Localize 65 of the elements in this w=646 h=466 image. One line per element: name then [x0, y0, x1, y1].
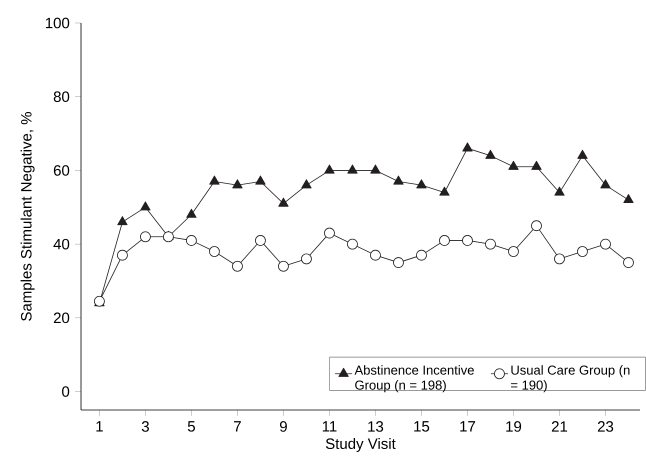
point: [439, 186, 450, 196]
x-tick-label: 3: [142, 421, 149, 432]
point: [301, 179, 312, 188]
point: [324, 164, 335, 174]
x-tick-label: 17: [460, 421, 476, 432]
point: [577, 246, 588, 257]
point: [531, 220, 542, 232]
x-tick-label: 5: [188, 421, 195, 432]
x-tick-label: 7: [234, 421, 241, 432]
y-tick-label: 100: [46, 18, 70, 28]
x-tick-label: 13: [368, 421, 384, 432]
point: [370, 164, 381, 174]
point: [531, 160, 542, 170]
point: [278, 198, 289, 207]
point: [508, 160, 519, 170]
point: [117, 250, 128, 261]
point: [347, 238, 358, 250]
point: [186, 208, 197, 218]
point: [393, 176, 404, 185]
point: [600, 238, 611, 250]
x-tick-label: 21: [552, 421, 568, 432]
y-tick-label: 40: [53, 238, 70, 250]
x-tick-label: 19: [506, 421, 522, 432]
point: [416, 250, 427, 261]
point: [508, 246, 519, 257]
point: [255, 176, 266, 185]
point: [393, 257, 404, 268]
x-tick-label: 15: [414, 421, 430, 432]
point: [324, 228, 335, 238]
point: [278, 260, 289, 272]
y-axis-title: Samples Stimulant Negative, %: [20, 112, 35, 321]
point: [301, 253, 312, 264]
x-tick-label: 1: [96, 421, 103, 432]
x-tick-label: 9: [280, 421, 287, 432]
point: [462, 142, 473, 152]
point: [209, 246, 220, 257]
point: [232, 260, 243, 272]
point: [462, 235, 473, 246]
point: [485, 238, 496, 250]
point: [600, 179, 611, 188]
y-tick-label: 0: [62, 386, 70, 397]
point: [554, 253, 565, 264]
point: [140, 201, 151, 210]
point: [140, 231, 151, 242]
point: [232, 179, 243, 188]
y-tick-label: 60: [54, 165, 70, 176]
point: [347, 164, 358, 174]
point: [554, 186, 565, 196]
point: [209, 176, 220, 185]
point: [485, 150, 496, 159]
x-tick-label: 23: [598, 421, 614, 432]
point: [439, 235, 450, 246]
point: [186, 235, 197, 246]
y-tick-label: 20: [54, 312, 70, 324]
y-tick-label: 80: [54, 91, 70, 102]
point: [255, 235, 266, 246]
x-axis-title: Study Visit: [326, 438, 396, 452]
point: [577, 150, 588, 159]
legend-label: Abstinence Incentive Group (n = 198): [354, 365, 474, 392]
x-tick-label: 11: [322, 421, 336, 432]
point: [370, 250, 381, 261]
point: [416, 179, 427, 188]
legend-label: Usual Care Group (n = 190): [511, 365, 630, 392]
point: [623, 194, 634, 204]
point: [117, 216, 128, 226]
